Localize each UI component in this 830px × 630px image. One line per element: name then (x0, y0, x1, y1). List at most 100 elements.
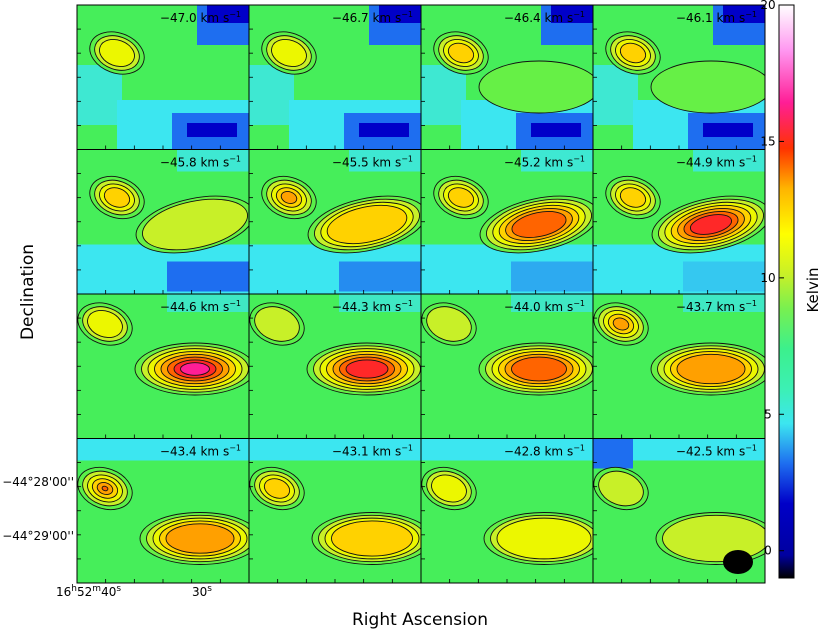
velocity-unit-exponent: −1 (229, 444, 241, 453)
emission-contour (280, 191, 298, 204)
emission-contour (99, 38, 135, 68)
velocity-unit-exponent: −1 (745, 444, 757, 453)
velocity-unit-exponent: −1 (401, 155, 413, 164)
velocity-unit: km s (372, 156, 401, 170)
ra-tick-label-2: 30s (192, 584, 212, 599)
velocity-value: −43.1 (332, 445, 373, 459)
emission-contour (496, 517, 592, 560)
low-emission-patch (521, 149, 593, 172)
low-emission-patch (511, 294, 593, 312)
channel-panel (593, 438, 765, 583)
emission-contour (326, 204, 408, 245)
emission-contour (598, 470, 644, 507)
low-emission-patch (339, 294, 421, 312)
emission-contour (447, 187, 475, 208)
low-emission-patch (249, 438, 421, 461)
colorbar: 0 5 10 15 20 Kelvin (760, 0, 822, 579)
channel-panel (249, 5, 421, 150)
low-emission-patch (379, 5, 421, 23)
emission-contour (254, 306, 300, 342)
velocity-label: −43.7 km s−1 (676, 299, 757, 314)
velocity-unit: km s (544, 300, 573, 314)
velocity-label: −42.8 km s−1 (504, 444, 585, 459)
channel-panel (77, 5, 249, 150)
emission-contour (431, 474, 467, 503)
low-emission-patch (77, 65, 122, 125)
velocity-unit: km s (200, 300, 229, 314)
velocity-value: −44.3 (332, 300, 373, 314)
velocity-unit-exponent: −1 (229, 10, 241, 19)
dec-tick-label: −44°28'00'' (2, 475, 74, 489)
emission-contour (689, 214, 733, 235)
channel-panel (421, 5, 593, 150)
velocity-value: −44.0 (504, 300, 545, 314)
emission-contour (478, 60, 593, 114)
velocity-unit: km s (716, 445, 745, 459)
channel-panel (249, 294, 421, 439)
velocity-label: −44.3 km s−1 (332, 299, 413, 314)
low-emission-patch (359, 123, 409, 137)
low-emission-patch (593, 438, 765, 461)
colorbar-tick-label: 5 (764, 407, 772, 421)
velocity-value: −46.1 (676, 11, 717, 25)
velocity-label: −45.2 km s−1 (504, 155, 585, 170)
velocity-label: −44.6 km s−1 (160, 299, 241, 314)
velocity-value: −45.5 (332, 156, 373, 170)
emission-contour (619, 187, 647, 208)
beam-ellipse (723, 550, 753, 574)
emission-contour (165, 523, 235, 554)
velocity-label: −43.1 km s−1 (332, 444, 413, 459)
channel-panel (77, 294, 249, 439)
low-emission-patch (177, 149, 249, 172)
velocity-unit-exponent: −1 (573, 299, 585, 308)
low-emission-patch (339, 261, 421, 292)
velocity-value: −44.9 (676, 156, 717, 170)
dec-tick-label: −44°29'00'' (2, 529, 74, 543)
ra-tick-label-1: 16h52m40s (56, 584, 121, 599)
velocity-label: −45.5 km s−1 (332, 155, 413, 170)
emission-contour (511, 356, 567, 382)
colorbar-label: Kelvin (804, 267, 822, 312)
channel-panel (249, 149, 421, 294)
y-axis-label: Declination (18, 244, 38, 340)
velocity-value: −44.6 (160, 300, 201, 314)
low-emission-patch (551, 5, 593, 23)
emission-contour (426, 306, 472, 342)
low-emission-patch (77, 438, 249, 461)
low-emission-patch (703, 123, 753, 137)
emission-contour (447, 42, 475, 64)
velocity-label: −46.1 km s−1 (676, 10, 757, 25)
emission-contour (87, 309, 123, 339)
velocity-label: −47.0 km s−1 (160, 10, 241, 25)
velocity-unit: km s (716, 156, 745, 170)
emission-contour (271, 38, 307, 68)
colorbar-gradient (778, 4, 795, 579)
velocity-unit-exponent: −1 (745, 10, 757, 19)
velocity-label: −46.7 km s−1 (332, 10, 413, 25)
velocity-value: −43.7 (676, 300, 717, 314)
channel-panels: −47.0 km s−1 −46.7 km s−1 −46.4 km s−1 −46.… (76, 4, 766, 584)
velocity-unit: km s (544, 156, 573, 170)
emission-contour (650, 60, 765, 114)
channel-panel (593, 149, 765, 294)
low-emission-patch (593, 244, 765, 294)
emission-contour (331, 520, 413, 557)
low-emission-patch (167, 294, 249, 312)
velocity-unit-exponent: −1 (573, 444, 585, 453)
low-emission-patch (249, 65, 294, 125)
channel-panel (77, 149, 249, 294)
velocity-unit: km s (544, 445, 573, 459)
velocity-value: −45.2 (504, 156, 545, 170)
velocity-label: −44.9 km s−1 (676, 155, 757, 170)
velocity-unit: km s (544, 11, 573, 25)
x-axis-label: Right Ascension (352, 610, 488, 630)
channel-panel (593, 294, 765, 439)
channel-panel (77, 438, 249, 583)
velocity-unit-exponent: −1 (573, 155, 585, 164)
velocity-unit-exponent: −1 (401, 299, 413, 308)
colorbar-tick-label: 10 (760, 271, 775, 285)
colorbar-tick-label: 20 (760, 0, 775, 12)
velocity-label: −42.5 km s−1 (676, 444, 757, 459)
low-emission-patch (593, 65, 638, 125)
